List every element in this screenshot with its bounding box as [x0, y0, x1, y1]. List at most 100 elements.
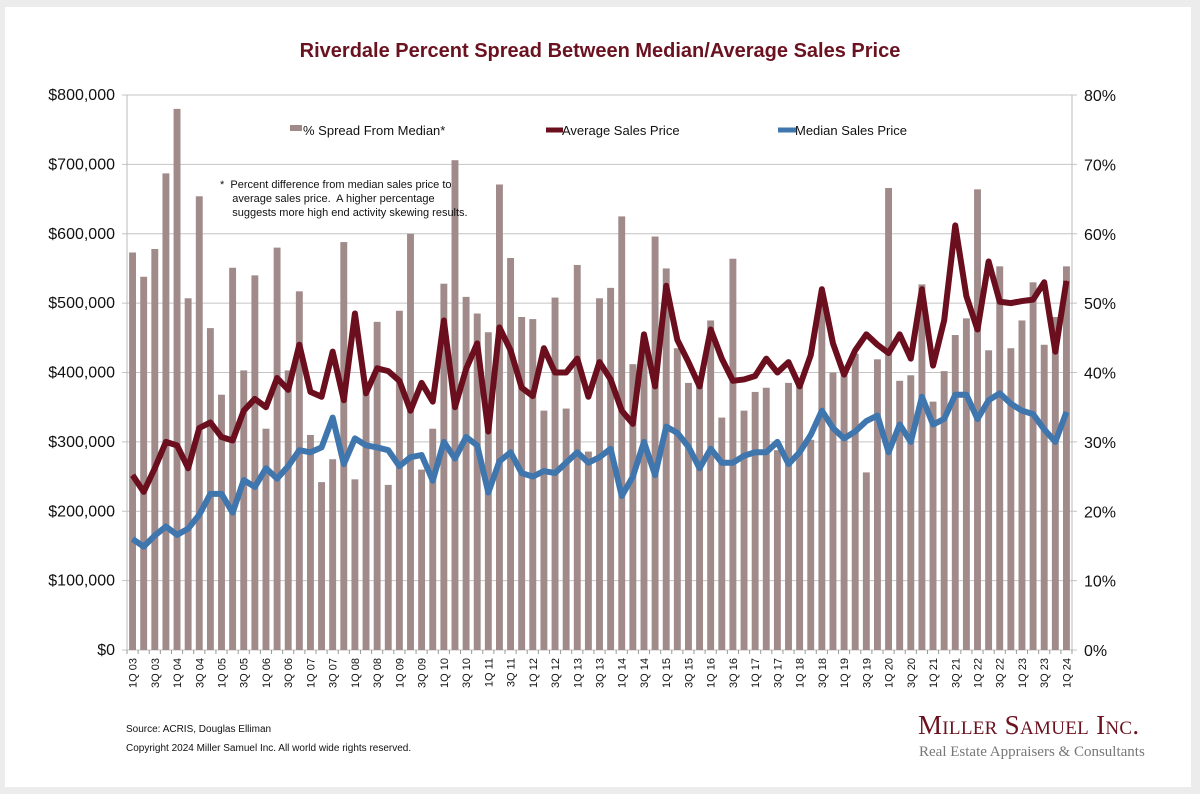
- x-tick-label: 3Q 10: [461, 658, 473, 688]
- spread-bar: [229, 267, 237, 650]
- average-point: [865, 333, 867, 335]
- spread-bar: [440, 283, 448, 650]
- average-point: [154, 467, 156, 469]
- average-point: [198, 427, 200, 429]
- median-point: [398, 465, 400, 467]
- right-tick-label: 30%: [1084, 435, 1116, 452]
- average-point: [1065, 280, 1067, 282]
- spread-bar: [340, 242, 348, 650]
- median-point: [487, 492, 489, 494]
- median-point: [354, 437, 356, 439]
- median-point: [498, 460, 500, 462]
- spread-bar: [996, 266, 1004, 650]
- median-point: [788, 463, 789, 465]
- median-point: [599, 456, 600, 458]
- average-point: [265, 406, 267, 408]
- median-point: [1054, 441, 1056, 443]
- x-tick-label: 3Q 21: [950, 658, 962, 688]
- x-tick-label: 1Q 13: [572, 658, 584, 688]
- legend-label-average: Average Sales Price: [562, 123, 680, 138]
- median-point: [1065, 411, 1067, 413]
- left-tick-label: $700,000: [48, 156, 115, 173]
- x-tick-label: 3Q 17: [772, 658, 784, 688]
- spread-bar: [818, 304, 826, 650]
- average-point: [621, 410, 623, 412]
- right-tick-label: 70%: [1084, 157, 1116, 174]
- median-point: [165, 526, 167, 528]
- median-point: [587, 462, 589, 464]
- median-point: [198, 514, 200, 516]
- average-point: [888, 352, 890, 354]
- spread-bar: [495, 184, 503, 650]
- average-point: [676, 339, 678, 341]
- spread-bar: [151, 249, 159, 650]
- right-tick-label: 60%: [1084, 227, 1116, 244]
- median-point: [510, 451, 512, 453]
- x-tick-label: 1Q 07: [305, 658, 317, 688]
- spread-bar: [885, 187, 893, 650]
- spread-bar: [729, 258, 737, 650]
- right-tick-label: 20%: [1084, 504, 1116, 521]
- footnote-line: average sales price. A higher percentage: [220, 193, 435, 205]
- spread-bar: [373, 321, 381, 650]
- spread-bar: [251, 275, 259, 650]
- average-point: [732, 380, 734, 382]
- median-point: [1032, 413, 1034, 415]
- spread-bar: [462, 296, 470, 650]
- average-point: [854, 349, 856, 351]
- median-point: [676, 432, 678, 434]
- median-point: [387, 449, 389, 451]
- average-point: [565, 372, 567, 373]
- average-point: [765, 358, 767, 360]
- average-point: [287, 389, 289, 391]
- left-tick-label: $600,000: [48, 226, 115, 243]
- average-point: [654, 385, 656, 387]
- spread-bar: [540, 410, 548, 650]
- average-point: [899, 333, 901, 335]
- spread-bar: [718, 417, 726, 650]
- median-point: [888, 451, 890, 453]
- spread-bar: [618, 216, 626, 650]
- average-point: [176, 444, 178, 446]
- average-point: [954, 224, 956, 226]
- average-point: [687, 361, 689, 363]
- left-tick-label: $400,000: [48, 365, 115, 382]
- spread-bar: [773, 450, 781, 650]
- right-tick-label: 10%: [1084, 574, 1116, 591]
- average-point: [365, 392, 367, 394]
- median-point: [821, 410, 823, 412]
- median-point: [365, 444, 367, 446]
- median-point: [910, 441, 912, 443]
- average-point: [132, 474, 134, 476]
- spread-bar: [651, 236, 659, 650]
- median-point: [977, 418, 978, 420]
- average-point: [910, 358, 912, 360]
- x-tick-label: 3Q 23: [1039, 658, 1051, 688]
- average-point: [221, 436, 222, 438]
- left-tick-label: $0: [97, 642, 115, 659]
- median-point: [710, 448, 712, 450]
- average-point: [988, 261, 990, 262]
- x-tick-label: 3Q 04: [194, 658, 206, 688]
- spread-bar: [762, 387, 770, 650]
- right-tick-label: 0%: [1084, 643, 1107, 660]
- spread-bar: [1040, 344, 1048, 650]
- average-point: [243, 410, 245, 412]
- average-point: [710, 328, 712, 330]
- median-point: [532, 476, 534, 478]
- spread-bar: [985, 350, 993, 650]
- copyright-note: Copyright 2024 Miller Samuel Inc. All wo…: [126, 743, 412, 754]
- x-tick-label: 3Q 08: [372, 658, 384, 688]
- spread-bar: [329, 459, 337, 650]
- average-point: [821, 288, 823, 290]
- median-point: [699, 467, 701, 469]
- median-point: [576, 451, 578, 453]
- x-tick-label: 1Q 12: [528, 658, 540, 688]
- average-point: [1043, 281, 1045, 283]
- median-point: [965, 394, 967, 396]
- median-point: [554, 472, 556, 474]
- average-point: [921, 288, 923, 290]
- x-tick-label: 1Q 05: [217, 658, 229, 688]
- average-point: [454, 406, 456, 408]
- median-point: [376, 446, 378, 448]
